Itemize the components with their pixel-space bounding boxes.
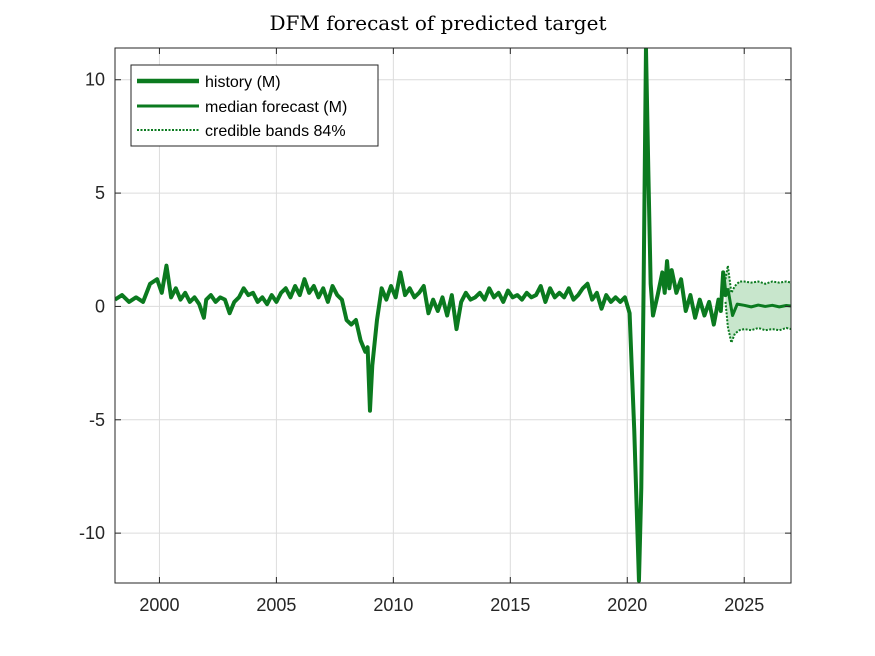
- x-tick-label: 2015: [490, 595, 530, 615]
- y-tick-label: -5: [89, 410, 105, 430]
- y-tick-label: 10: [85, 70, 105, 90]
- chart-title: DFM forecast of predicted target: [269, 11, 606, 35]
- median-forecast-line: [726, 288, 791, 317]
- x-tick-label: 2025: [724, 595, 764, 615]
- axis-ticks: 2000 2005 2010 2015 2020 2025 -10 -5 0 5 10: [79, 48, 791, 615]
- credible-band-upper: [724, 265, 791, 297]
- series-group: [115, 48, 791, 583]
- legend: history (M) median forecast (M) credible…: [130, 64, 379, 147]
- legend-label-median: median forecast (M): [205, 99, 347, 116]
- legend-label-history: history (M): [205, 74, 281, 91]
- legend-label-bands: credible bands 84%: [205, 123, 346, 140]
- x-tick-label: 2010: [373, 595, 413, 615]
- y-tick-label: 0: [95, 296, 105, 316]
- y-tick-label: -10: [79, 523, 105, 543]
- plot-series: [115, 48, 791, 583]
- x-tick-label: 2005: [256, 595, 296, 615]
- history-line: [115, 48, 730, 583]
- x-tick-label: 2000: [139, 595, 179, 615]
- x-tick-label: 2020: [607, 595, 647, 615]
- y-tick-label: 5: [95, 183, 105, 203]
- plot-frame: [114, 47, 792, 584]
